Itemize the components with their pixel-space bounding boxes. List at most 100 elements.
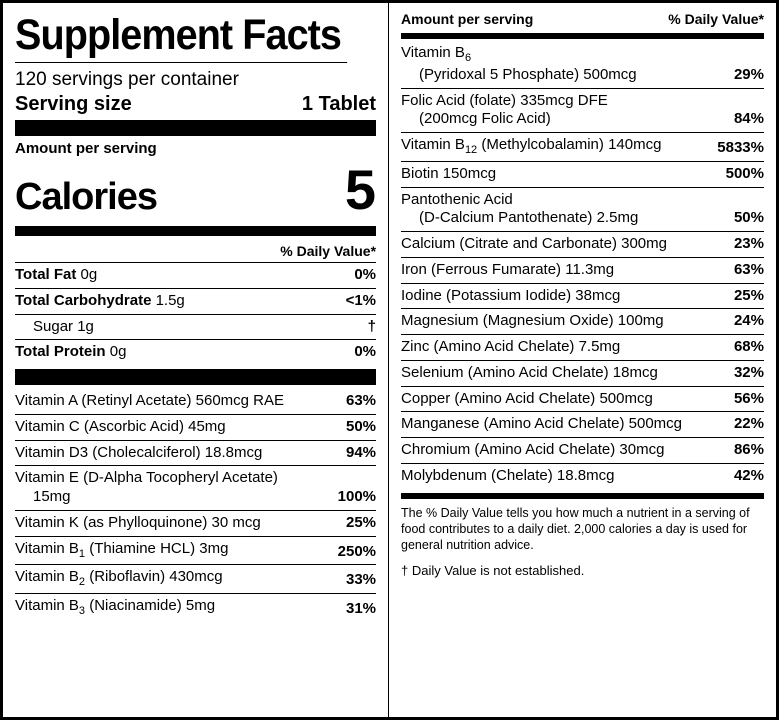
macros-list: Total Fat 0g0%Total Carbohydrate 1.5g<1%… — [15, 263, 376, 365]
left-column: Supplement Facts 120 servings per contai… — [3, 3, 389, 717]
footnote-daily-value: The % Daily Value tells you how much a n… — [401, 505, 764, 554]
nutrient-name: Iodine (Potassium Iodide) 38mcg — [401, 287, 734, 306]
nutrient-row: Vitamin B6(Pyridoxal 5 Phosphate) 500mcg… — [401, 41, 764, 89]
nutrient-dv: <1% — [346, 292, 376, 311]
nutrient-dv: 22% — [734, 415, 764, 434]
nutrient-dv: 0% — [354, 266, 376, 285]
nutrient-row: Vitamin K (as Phylloquinone) 30 mcg25% — [15, 511, 376, 537]
nutrient-name: Vitamin C (Ascorbic Acid) 45mg — [15, 418, 346, 437]
nutrient-row: Iron (Ferrous Fumarate) 11.3mg63% — [401, 258, 764, 284]
nutrient-name: Vitamin B2 (Riboflavin) 430mcg — [15, 568, 346, 590]
nutrient-name: Calcium (Citrate and Carbonate) 300mg — [401, 235, 734, 254]
nutrient-row: Vitamin A (Retinyl Acetate) 560mcg RAE63… — [15, 389, 376, 415]
nutrient-dv: 32% — [734, 364, 764, 383]
nutrient-dv: 23% — [734, 235, 764, 254]
nutrient-name: Vitamin A (Retinyl Acetate) 560mcg RAE — [15, 392, 346, 411]
nutrient-name: Iron (Ferrous Fumarate) 11.3mg — [401, 261, 734, 280]
nutrient-row: Vitamin E (D-Alpha Tocopheryl Acetate)15… — [15, 466, 376, 511]
nutrient-row: Total Protein 0g0% — [15, 340, 376, 365]
nutrient-row: Chromium (Amino Acid Chelate) 30mcg86% — [401, 438, 764, 464]
nutrient-dv: 42% — [734, 467, 764, 486]
servings-per-container: 120 servings per container — [15, 69, 376, 91]
nutrient-dv: 63% — [346, 392, 376, 411]
nutrient-row: Manganese (Amino Acid Chelate) 500mcg22% — [401, 412, 764, 438]
nutrient-row: Sugar 1g† — [15, 315, 376, 341]
nutrient-dv: 250% — [338, 543, 376, 562]
nutrient-name: Molybdenum (Chelate) 18.8mcg — [401, 467, 734, 486]
calories-row: Calories 5 — [15, 157, 376, 222]
nutrient-row: Pantothenic Acid(D-Calcium Pantothenate)… — [401, 188, 764, 233]
divider-thick — [15, 120, 376, 136]
nutrient-dv: 24% — [734, 312, 764, 331]
divider-thick — [15, 369, 376, 385]
right-header-left: Amount per serving — [401, 11, 533, 27]
nutrient-dv: 25% — [346, 514, 376, 533]
divider-thin — [401, 33, 764, 39]
nutrient-row: Vitamin C (Ascorbic Acid) 45mg50% — [15, 415, 376, 441]
calories-label: Calories — [15, 176, 157, 219]
right-column: Amount per serving % Daily Value* Vitami… — [389, 3, 776, 717]
nutrient-name: Vitamin B3 (Niacinamide) 5mg — [15, 597, 346, 619]
right-header-right: % Daily Value* — [668, 11, 764, 27]
footnote-dagger: † Daily Value is not established. — [401, 563, 764, 578]
nutrient-name: Selenium (Amino Acid Chelate) 18mcg — [401, 364, 734, 383]
nutrient-name: Sugar 1g — [15, 318, 368, 337]
nutrient-dv: 500% — [726, 165, 764, 184]
nutrient-dv: 5833% — [717, 139, 764, 158]
nutrient-dv: 94% — [346, 444, 376, 463]
serving-size-label: Serving size — [15, 93, 132, 116]
nutrient-name: Total Protein 0g — [15, 343, 354, 362]
supplement-facts-panel: Supplement Facts 120 servings per contai… — [0, 0, 779, 720]
nutrient-row: Vitamin B3 (Niacinamide) 5mg31% — [15, 594, 376, 622]
nutrient-dv: 29% — [734, 66, 764, 85]
nutrient-name: Vitamin K (as Phylloquinone) 30 mcg — [15, 514, 346, 533]
nutrient-dv: 56% — [734, 390, 764, 409]
left-vitamins-list: Vitamin A (Retinyl Acetate) 560mcg RAE63… — [15, 389, 376, 622]
nutrient-row: Zinc (Amino Acid Chelate) 7.5mg68% — [401, 335, 764, 361]
right-column-header: Amount per serving % Daily Value* — [401, 11, 764, 29]
nutrient-dv: 33% — [346, 571, 376, 590]
nutrient-row: Copper (Amino Acid Chelate) 500mcg56% — [401, 387, 764, 413]
nutrient-name: Zinc (Amino Acid Chelate) 7.5mg — [401, 338, 734, 357]
nutrient-row: Total Carbohydrate 1.5g<1% — [15, 289, 376, 315]
nutrient-name: Vitamin B6(Pyridoxal 5 Phosphate) 500mcg — [401, 44, 734, 85]
nutrient-row: Magnesium (Magnesium Oxide) 100mg24% — [401, 309, 764, 335]
nutrient-dv: 31% — [346, 600, 376, 619]
nutrient-dv: 50% — [734, 209, 764, 228]
nutrient-dv: 86% — [734, 441, 764, 460]
nutrient-dv: 100% — [338, 488, 376, 507]
amount-per-serving-label: Amount per serving — [15, 140, 376, 157]
nutrient-name: Magnesium (Magnesium Oxide) 100mg — [401, 312, 734, 331]
calories-value: 5 — [345, 157, 376, 222]
nutrient-name: Pantothenic Acid(D-Calcium Pantothenate)… — [401, 191, 734, 229]
divider-thin — [401, 493, 764, 499]
nutrient-name: Total Fat 0g — [15, 266, 354, 285]
nutrient-name: Folic Acid (folate) 335mcg DFE(200mcg Fo… — [401, 92, 734, 130]
nutrient-row: Total Fat 0g0% — [15, 263, 376, 289]
nutrient-row: Biotin 150mcg500% — [401, 162, 764, 188]
nutrient-row: Vitamin B1 (Thiamine HCL) 3mg250% — [15, 537, 376, 566]
nutrient-row: Calcium (Citrate and Carbonate) 300mg23% — [401, 232, 764, 258]
daily-value-header: % Daily Value* — [15, 240, 376, 263]
nutrient-name: Vitamin B12 (Methylcobalamin) 140mcg — [401, 136, 717, 158]
nutrient-row: Folic Acid (folate) 335mcg DFE(200mcg Fo… — [401, 89, 764, 134]
nutrient-name: Vitamin E (D-Alpha Tocopheryl Acetate)15… — [15, 469, 338, 507]
nutrient-dv: 25% — [734, 287, 764, 306]
nutrient-row: Molybdenum (Chelate) 18.8mcg42% — [401, 464, 764, 489]
nutrient-dv: 50% — [346, 418, 376, 437]
serving-size-row: Serving size 1 Tablet — [15, 93, 376, 116]
nutrient-name: Biotin 150mcg — [401, 165, 726, 184]
right-vitamins-list: Vitamin B6(Pyridoxal 5 Phosphate) 500mcg… — [401, 41, 764, 489]
nutrient-row: Vitamin B2 (Riboflavin) 430mcg33% — [15, 565, 376, 594]
nutrient-row: Vitamin B12 (Methylcobalamin) 140mcg5833… — [401, 133, 764, 162]
nutrient-dv: 63% — [734, 261, 764, 280]
nutrient-name: Manganese (Amino Acid Chelate) 500mcg — [401, 415, 734, 434]
nutrient-row: Iodine (Potassium Iodide) 38mcg25% — [401, 284, 764, 310]
nutrient-dv: 68% — [734, 338, 764, 357]
serving-size-value: 1 Tablet — [302, 93, 376, 116]
panel-title: Supplement Facts — [15, 11, 347, 63]
nutrient-name: Vitamin B1 (Thiamine HCL) 3mg — [15, 540, 338, 562]
nutrient-name: Total Carbohydrate 1.5g — [15, 292, 346, 311]
nutrient-name: Chromium (Amino Acid Chelate) 30mcg — [401, 441, 734, 460]
nutrient-dv: † — [368, 318, 376, 337]
